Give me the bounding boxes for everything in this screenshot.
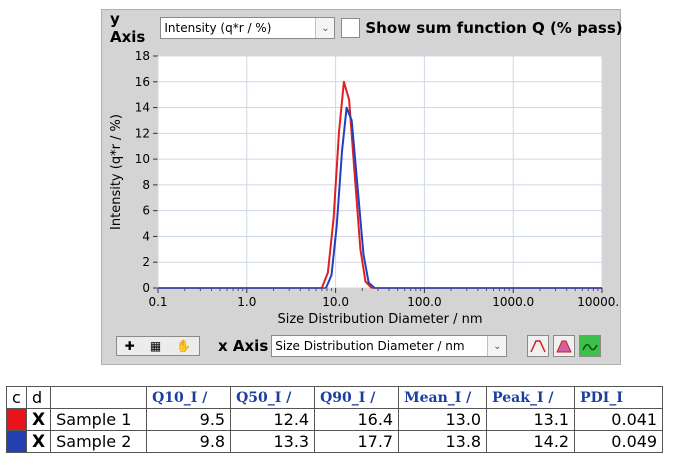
col-header-name <box>50 386 148 409</box>
y-axis-title: Intensity (q*r / %) <box>109 114 124 230</box>
y-axis-control-bar: y Axis Intensity (q*r / %) ⌄ Show sum fu… <box>110 10 623 46</box>
q90-value: 17.7 <box>314 430 400 453</box>
x-axis-label: x Axis <box>218 337 269 355</box>
peak-value: 14.2 <box>486 430 576 453</box>
graph-panel: y Axis Intensity (q*r / %) ⌄ Show sum fu… <box>101 9 623 365</box>
y-axis-select[interactable]: Intensity (q*r / %) ⌄ <box>160 17 336 39</box>
x-axis-select-value: Size Distribution Diameter / nm <box>275 339 465 353</box>
graph-tools: ✚ ▦ ✋ <box>116 336 200 356</box>
y-tick-label: 2 <box>142 255 150 269</box>
pdi-value: 0.041 <box>574 408 664 431</box>
series-line-2 <box>325 106 376 289</box>
peak-value: 13.1 <box>486 408 576 431</box>
col-header-c: c <box>6 386 27 409</box>
hand-icon[interactable]: ✋ <box>176 339 192 353</box>
table-row[interactable]: X Sample 2 9.8 13.3 17.7 13.8 14.2 0.049 <box>6 430 664 453</box>
peak-outline-icon <box>530 340 546 353</box>
table-row[interactable]: X Sample 1 9.5 12.4 16.4 13.0 13.1 0.041 <box>6 408 664 431</box>
show-sum-label: Show sum function Q (% pass) <box>365 19 623 37</box>
curve-button[interactable] <box>579 335 602 357</box>
x-tick-label: 0.1 <box>148 295 167 309</box>
q10-value: 9.5 <box>146 408 232 431</box>
y-tick-label: 6 <box>142 204 150 218</box>
size-distribution-chart: 0 2 4 6 8 10 12 14 16 18 0.1 1.0 10.0 100.0 1000.0 1000… <box>109 49 620 327</box>
col-header-pdi: PDI_I <box>574 386 664 409</box>
color-swatch[interactable] <box>7 409 26 430</box>
y-tick-label: 4 <box>142 229 150 243</box>
q50-value: 12.4 <box>230 408 316 431</box>
curve-icon <box>582 343 598 351</box>
y-tick-label: 14 <box>135 101 150 115</box>
sample-name: Sample 2 <box>50 430 148 453</box>
chevron-down-icon[interactable]: ⌄ <box>315 18 335 38</box>
x-axis-select[interactable]: Size Distribution Diameter / nm ⌄ <box>271 335 508 357</box>
table-header-row: c d Q10_I / Q50_I / Q90_I / Mean_I / Pea… <box>6 386 664 409</box>
col-header-d: d <box>25 386 52 409</box>
col-header-mean: Mean_I / <box>398 386 488 409</box>
x-tick-label: 10.0 <box>322 295 349 309</box>
x-axis-control-bar: ✚ ▦ ✋ x Axis Size Distribution Diameter … <box>116 333 616 359</box>
zoom-box-icon[interactable]: ▦ <box>149 339 162 353</box>
peak-filled-icon <box>556 340 573 353</box>
sample-name: Sample 1 <box>50 408 148 431</box>
display-toggle[interactable]: X <box>25 408 52 431</box>
mean-value: 13.8 <box>398 430 488 453</box>
y-tick-label: 16 <box>135 75 150 89</box>
x-tick-label: 100.0 <box>407 295 441 309</box>
peak-filled-button[interactable] <box>553 335 576 357</box>
x-tick-label: 1000.0 <box>492 295 534 309</box>
col-header-q10: Q10_I / <box>146 386 232 409</box>
col-header-peak: Peak_I / <box>486 386 576 409</box>
y-tick-label: 10 <box>135 152 150 166</box>
y-axis-select-value: Intensity (q*r / %) <box>164 21 272 35</box>
plot-area <box>157 55 603 289</box>
y-tick-label: 8 <box>142 178 150 192</box>
y-axis-label: y Axis <box>110 10 146 46</box>
y-tick-label: 0 <box>142 281 150 295</box>
results-table: c d Q10_I / Q50_I / Q90_I / Mean_I / Pea… <box>6 386 664 453</box>
x-tick-label: 1.0 <box>237 295 256 309</box>
mean-value: 13.0 <box>398 408 488 431</box>
q10-value: 9.8 <box>146 430 232 453</box>
color-swatch-cell[interactable] <box>6 408 27 431</box>
show-sum-checkbox[interactable] <box>341 18 361 38</box>
chevron-down-icon[interactable]: ⌄ <box>487 336 507 356</box>
zoom-pan-icon[interactable]: ✚ <box>124 339 135 353</box>
y-tick-label: 18 <box>135 49 150 63</box>
q50-value: 13.3 <box>230 430 316 453</box>
x-axis-title: Size Distribution Diameter / nm <box>277 312 482 327</box>
col-header-q50: Q50_I / <box>230 386 316 409</box>
color-swatch-cell[interactable] <box>6 430 27 453</box>
display-toggle[interactable]: X <box>25 430 52 453</box>
color-swatch[interactable] <box>7 431 26 452</box>
series-line-1 <box>320 80 373 289</box>
q90-value: 16.4 <box>314 408 400 431</box>
pdi-value: 0.049 <box>574 430 664 453</box>
y-tick-label: 12 <box>135 126 150 140</box>
peak-outline-button[interactable] <box>527 335 550 357</box>
col-header-q90: Q90_I / <box>314 386 400 409</box>
x-tick-label: 10000.0 <box>577 295 620 309</box>
